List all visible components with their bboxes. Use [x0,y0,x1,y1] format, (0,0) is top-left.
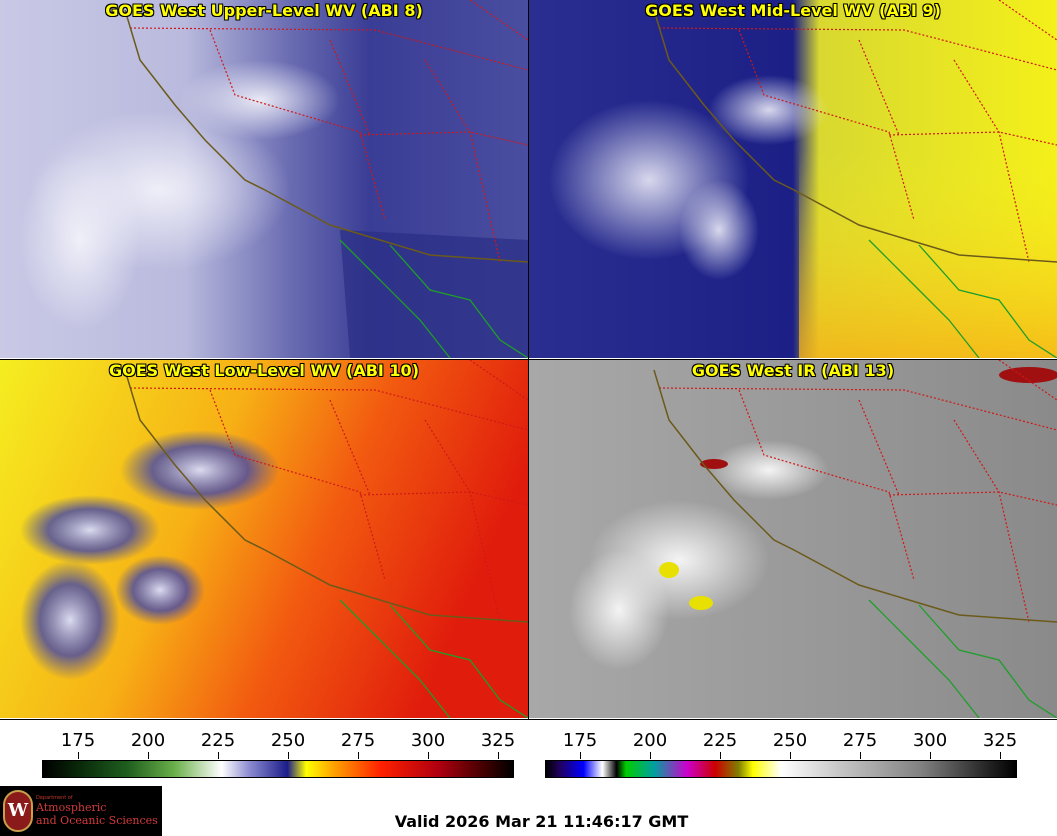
ir-panel: GOES West IR (ABI 13) [529,360,1057,718]
logo-dept: Department of [36,795,73,801]
wv-colorbar-gradient [42,760,514,778]
colorbar-tick-label: 200 [130,730,166,751]
mid-level-wv-image [529,0,1057,358]
ir-image [529,360,1057,718]
panel-divider-bottom [0,719,1057,720]
low-level-wv-image [0,360,528,718]
panel-title: GOES West Mid-Level WV (ABI 9) [645,1,941,20]
colorbar-tick-label: 275 [340,730,376,751]
logo-line-2: and Oceanic Sciences [36,814,158,827]
uw-seal-icon: W [3,790,33,832]
colorbar-tick-label: 225 [200,730,236,751]
logo-line-1: Atmospheric [36,801,107,814]
upper-level-wv-image [0,0,528,358]
panel-title: GOES West Upper-Level WV (ABI 8) [105,1,423,20]
colorbar-tick-label: 175 [562,730,598,751]
aos-logo: W Department of Atmospheric and Oceanic … [0,786,162,836]
colorbar-tick-label: 175 [60,730,96,751]
ir-colorbar-gradient [545,760,1017,778]
panel-title: GOES West IR (ABI 13) [691,361,895,380]
colorbar-tick-label: 200 [632,730,668,751]
colorbar-tick-label: 300 [410,730,446,751]
colorbar-tick-label: 300 [912,730,948,751]
colorbar-tick-label: 250 [772,730,808,751]
colorbar-tick-label: 325 [480,730,516,751]
valid-time: Valid 2026 Mar 21 11:46:17 GMT [394,812,689,831]
upper-level-wv-panel: GOES West Upper-Level WV (ABI 8) [0,0,528,358]
colorbar-tick-label: 325 [982,730,1018,751]
colorbar-tick-label: 275 [842,730,878,751]
mid-level-wv-panel: GOES West Mid-Level WV (ABI 9) [529,0,1057,358]
colorbar-tick-label: 225 [702,730,738,751]
panel-divider-horizontal [0,359,1057,360]
low-level-wv-panel: GOES West Low-Level WV (ABI 10) [0,360,528,718]
colorbar-tick-label: 250 [270,730,306,751]
panel-title: GOES West Low-Level WV (ABI 10) [108,361,419,380]
